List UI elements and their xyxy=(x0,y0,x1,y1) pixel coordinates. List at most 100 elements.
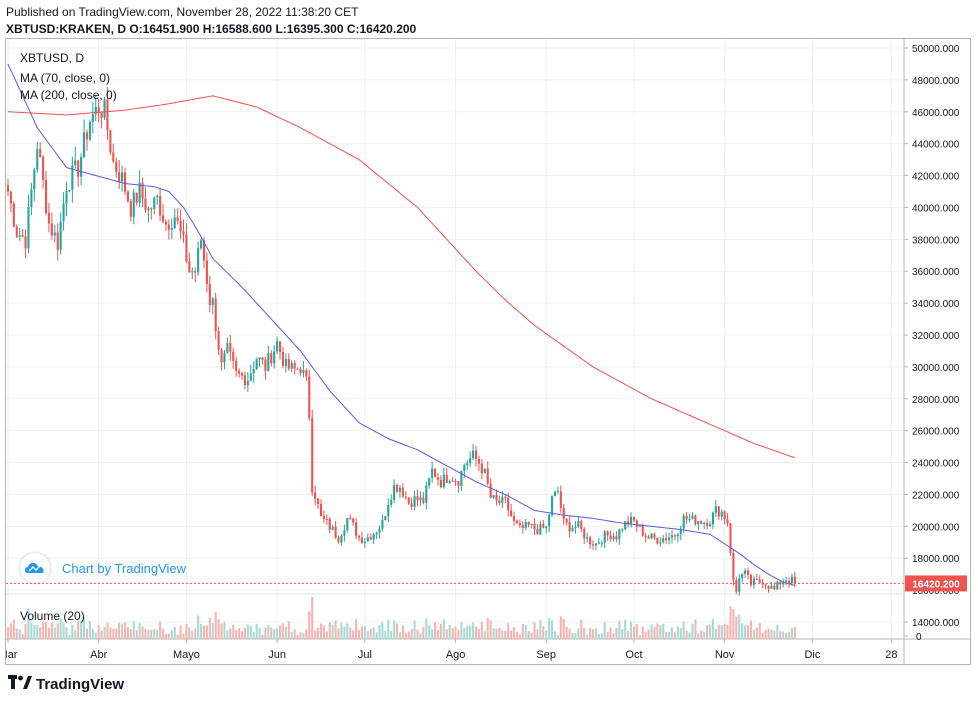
chart-frame[interactable]: 50000.000 48000.000 46000.000 44000.000 4200… xyxy=(5,38,971,665)
volume-bar xyxy=(191,631,194,639)
candle-body xyxy=(270,353,273,364)
candle-body xyxy=(144,198,147,211)
volume-bar xyxy=(714,629,717,639)
volume-bar xyxy=(74,630,77,639)
volume-bar xyxy=(153,629,156,639)
y-tick-label: 28000.000 xyxy=(912,395,960,406)
volume-bar xyxy=(138,623,141,639)
candle-body xyxy=(357,535,361,538)
volume-bar xyxy=(103,626,106,639)
candle-body xyxy=(290,362,293,369)
volume-bar xyxy=(27,608,30,639)
legend-ma200[interactable]: MA (200, close, 0) xyxy=(20,88,117,102)
candle-body xyxy=(673,535,676,537)
candle-body xyxy=(62,203,65,222)
candle-body xyxy=(232,351,235,361)
volume-bar xyxy=(337,628,340,639)
volume-bar xyxy=(343,626,346,639)
volume-bar xyxy=(205,625,208,639)
candle-body xyxy=(173,217,176,228)
volume-bar xyxy=(656,623,659,639)
candle-body xyxy=(159,196,162,216)
volume-bar xyxy=(527,631,530,639)
candle-body xyxy=(299,369,302,374)
candle-body xyxy=(571,527,574,532)
candle-body xyxy=(276,341,279,352)
price-chart[interactable]: 50000.000 48000.000 46000.000 44000.000 4200… xyxy=(6,39,970,664)
volume-bar xyxy=(363,625,366,639)
candle-body xyxy=(278,341,282,352)
legend-volume[interactable]: Volume (20) xyxy=(20,609,85,623)
volume-bar xyxy=(685,630,688,639)
volume-bar xyxy=(15,628,18,639)
candle-body xyxy=(533,523,536,530)
candle-body xyxy=(562,507,565,519)
volume-bar xyxy=(366,631,369,639)
candle-body xyxy=(106,99,109,131)
candle-body xyxy=(12,203,15,227)
candle-body xyxy=(302,370,305,374)
candle-body xyxy=(229,342,232,352)
candle-body xyxy=(214,298,217,332)
candle-body xyxy=(501,496,504,503)
candle-body xyxy=(235,360,238,371)
candle-body xyxy=(612,536,615,540)
volume-bar xyxy=(644,632,647,639)
candle-body xyxy=(653,533,656,538)
volume-bar xyxy=(384,631,387,639)
volume-bar xyxy=(355,619,358,639)
volume-bar xyxy=(147,630,150,639)
volume-bar xyxy=(404,632,407,639)
candle-body xyxy=(624,521,627,530)
legend-ma70[interactable]: MA (70, close, 0) xyxy=(20,71,111,85)
candle-body xyxy=(711,512,714,525)
candle-body xyxy=(621,529,624,531)
candle-body xyxy=(706,522,709,527)
volume-bar xyxy=(255,623,258,639)
volume-bar xyxy=(238,628,241,639)
volume-bar xyxy=(749,620,753,639)
volume-bar xyxy=(302,632,305,639)
candle-body xyxy=(474,450,478,459)
footer-logo[interactable]: TradingView xyxy=(8,675,124,693)
candle-body xyxy=(363,541,366,544)
candle-body xyxy=(559,491,562,508)
y-tick-label: 26000.000 xyxy=(912,427,960,438)
candle-body xyxy=(787,580,791,583)
candle-body xyxy=(448,480,451,483)
candle-body xyxy=(638,525,641,527)
candle-body xyxy=(220,349,223,363)
volume-bar xyxy=(208,617,211,639)
volume-bar xyxy=(536,629,539,639)
volume-bar xyxy=(518,634,521,639)
volume-bar xyxy=(317,627,320,639)
candle-body xyxy=(355,522,358,536)
candle-body xyxy=(94,106,97,115)
candle-body xyxy=(530,523,533,525)
volume-bar xyxy=(407,631,410,639)
volume-bar xyxy=(474,626,478,639)
candle-body xyxy=(115,161,118,173)
volume-bar xyxy=(246,624,249,639)
candle-body xyxy=(191,271,194,273)
volume-bar xyxy=(638,635,641,639)
x-tick-label: Nov xyxy=(715,649,735,661)
volume-bar xyxy=(782,631,785,639)
candle-body xyxy=(50,223,53,236)
volume-bar xyxy=(47,627,51,639)
volume-bar xyxy=(653,626,656,639)
candle-body xyxy=(384,516,387,520)
volume-bar xyxy=(18,629,21,639)
volume-bar xyxy=(33,624,36,639)
volume-bar xyxy=(68,634,71,639)
volume-bar xyxy=(232,624,235,639)
candle-body xyxy=(647,536,650,539)
volume-bar xyxy=(56,623,59,639)
candle-body xyxy=(752,578,755,585)
watermark[interactable]: Chart by TradingView xyxy=(20,553,186,583)
x-tick-label: Sep xyxy=(536,649,556,661)
candle-body xyxy=(591,544,595,546)
candle-body xyxy=(767,585,770,589)
candle-body xyxy=(390,499,393,505)
y-tick-label: 42000.000 xyxy=(912,172,960,183)
